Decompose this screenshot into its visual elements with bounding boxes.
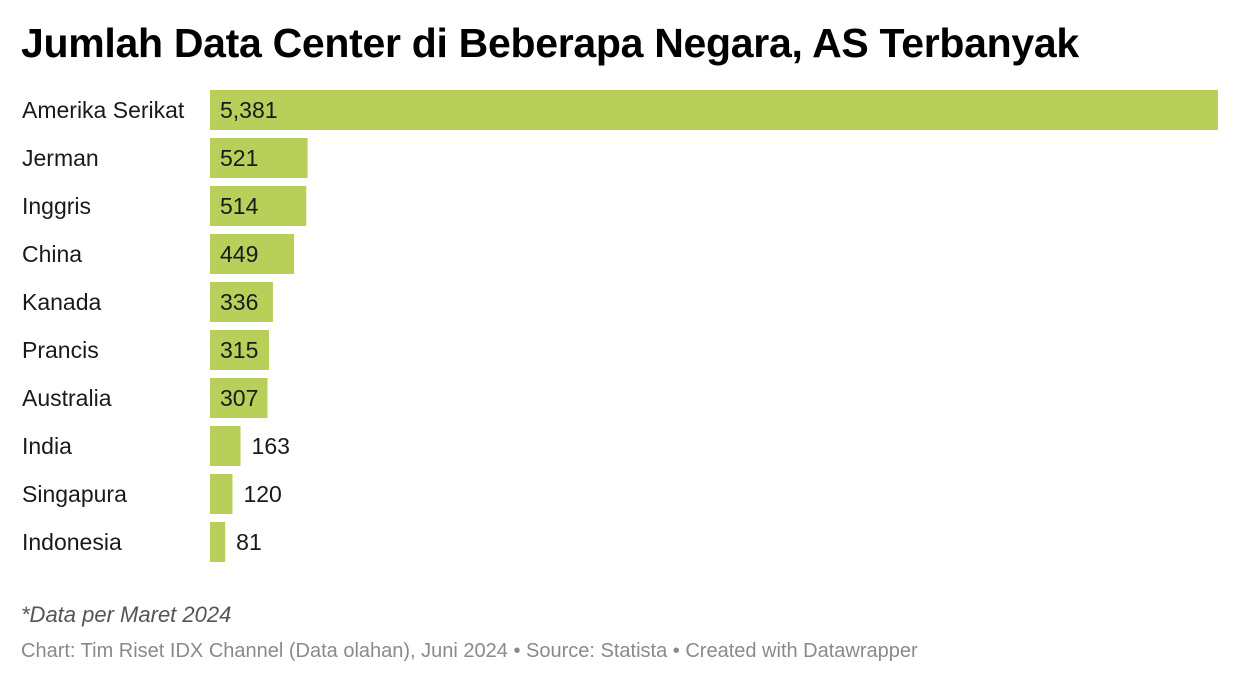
bar [210, 378, 268, 418]
bar-chart: Amerika Serikat 5,381 Jerman 521 Inggris 514 C… [22, 90, 1218, 562]
bar [210, 330, 270, 370]
category-label: Singapura [22, 481, 127, 507]
category-label: Jerman [22, 145, 99, 171]
chart-title: Jumlah Data Center di Beberapa Negara, A… [21, 20, 1079, 66]
category-label: China [22, 241, 82, 267]
category-label: Inggris [22, 193, 91, 219]
bar [210, 474, 233, 514]
footer-source: Source: Statista [526, 640, 668, 662]
category-label: Prancis [22, 337, 99, 363]
value-label: 514 [220, 193, 259, 219]
footer-separator: • [507, 640, 527, 662]
category-label: India [22, 433, 72, 459]
category-label: Kanada [22, 289, 102, 315]
bar [210, 234, 295, 274]
footer-separator: • [667, 640, 686, 662]
value-label: 307 [220, 385, 258, 411]
bar [210, 138, 308, 178]
value-label: 5,381 [220, 97, 278, 123]
value-label: 120 [243, 481, 281, 507]
category-label: Australia [22, 385, 112, 411]
category-label: Indonesia [22, 529, 122, 555]
bar [210, 282, 273, 322]
footer-chart-credit: Chart: Tim Riset IDX Channel (Data olaha… [21, 640, 508, 662]
data-note: *Data per Maret 2024 [21, 602, 232, 627]
value-label: 81 [236, 529, 262, 555]
value-label: 336 [220, 289, 258, 315]
value-label: 521 [220, 145, 258, 171]
chart-footer: Chart: Tim Riset IDX Channel (Data olaha… [21, 640, 918, 663]
bar [210, 90, 1218, 130]
value-label: 449 [220, 241, 258, 267]
bar [210, 522, 226, 562]
value-label: 315 [220, 337, 258, 363]
value-label: 163 [252, 433, 290, 459]
bar [210, 186, 307, 226]
category-label: Amerika Serikat [22, 97, 185, 123]
bar [210, 426, 241, 466]
footer-created: Created with Datawrapper [685, 640, 918, 662]
